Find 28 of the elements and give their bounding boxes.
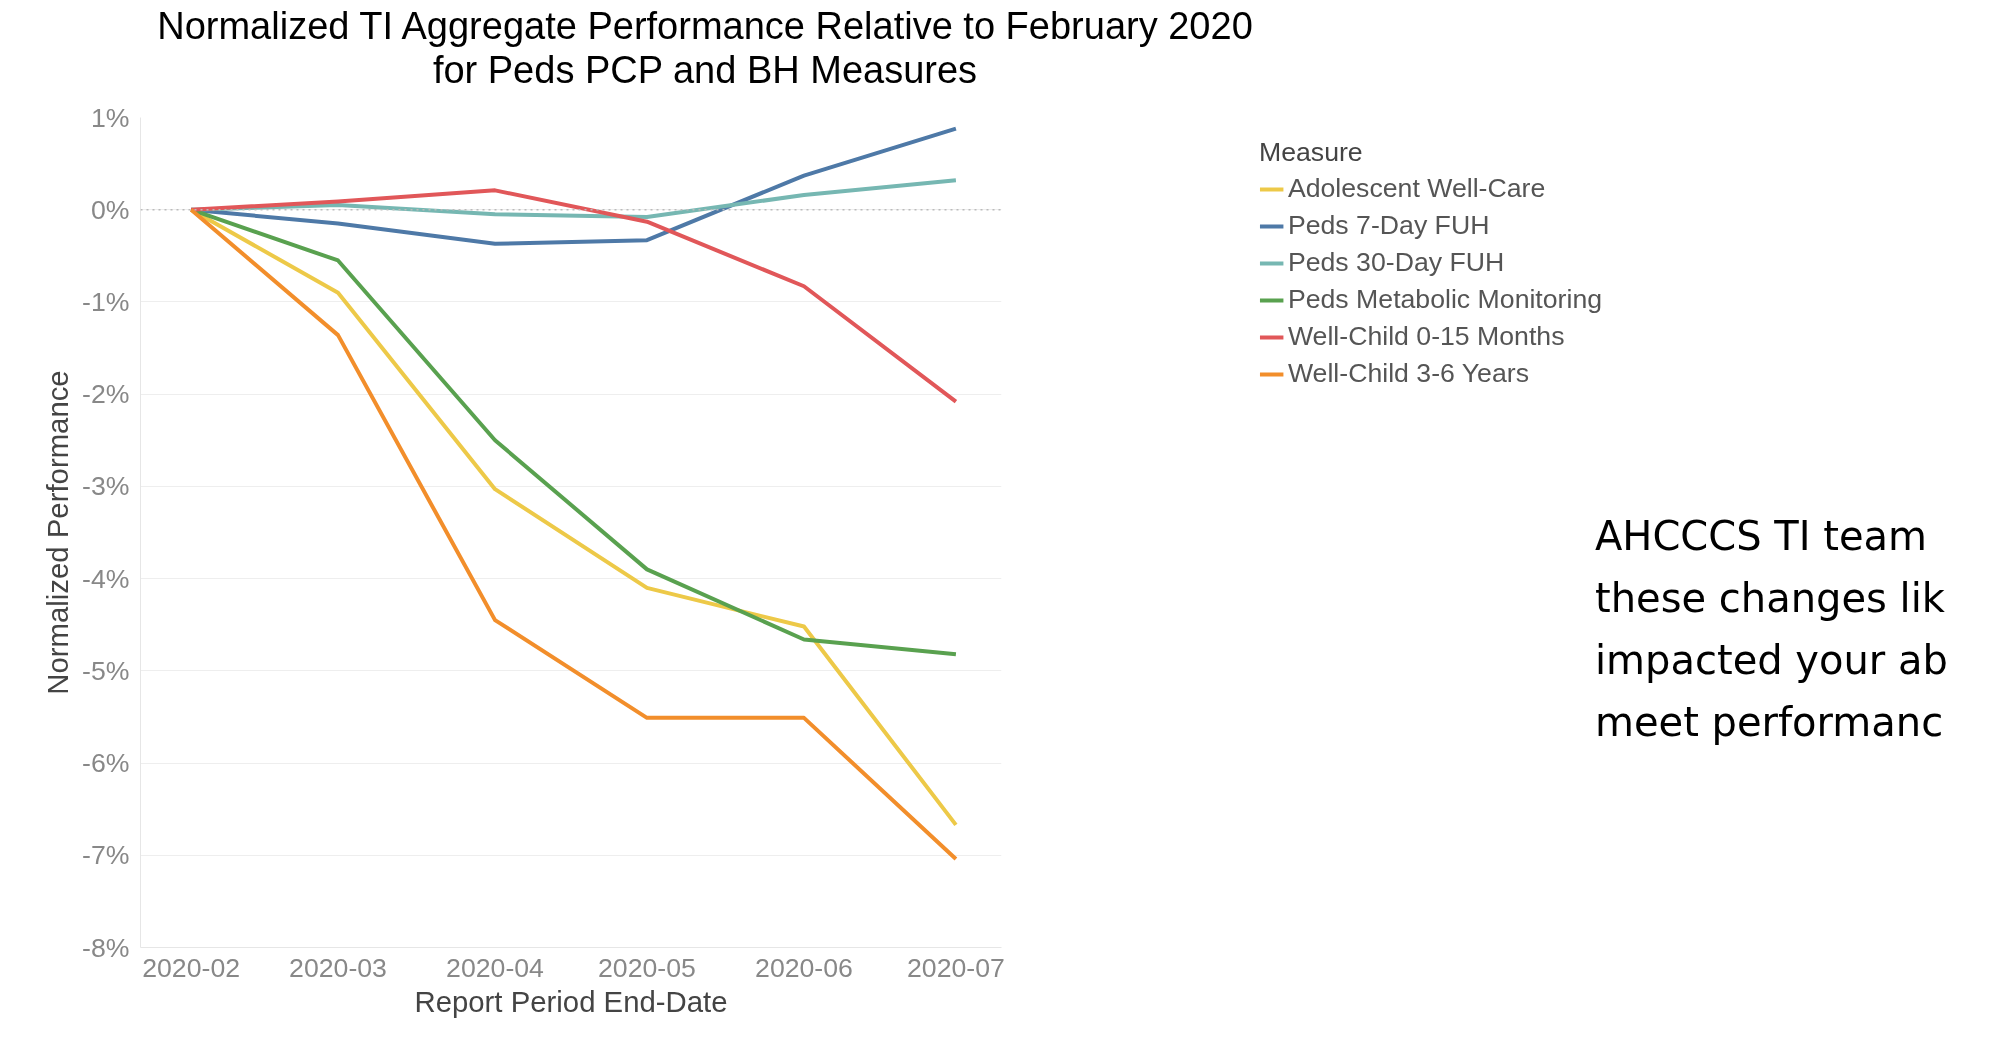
y-tick-label: -6% — [82, 748, 130, 779]
y-tick-label: 0% — [90, 195, 130, 226]
y-tick-label: 1% — [90, 102, 130, 133]
x-tick-label: 2020-04 — [446, 952, 545, 983]
line-series — [189, 188, 958, 404]
legend-label: Adolescent Well-Care — [1287, 173, 1546, 205]
y-tick-label: -1% — [82, 287, 130, 318]
y-tick-label: -5% — [82, 656, 130, 687]
chart-title: Normalized TI Aggregate Performance Relative to February 2020 for Peds PCP and BH Measures — [157, 5, 1253, 93]
legend-label: Well-Child 3-6 Years — [1287, 358, 1529, 390]
legend-title: Measure — [1258, 137, 1364, 169]
y-axis-title: Normalized Performance — [41, 370, 75, 696]
text: AHCCCS TI team these changes lik impacted your ab meet performanc — [1595, 512, 1948, 747]
y-tick-label: -2% — [82, 379, 130, 410]
y-tick-label: -3% — [82, 471, 130, 502]
x-tick-label: 2020-07 — [907, 952, 1005, 983]
x-tick-label: 2020-05 — [598, 952, 696, 983]
y-tick-label: -8% — [82, 932, 130, 963]
x-tick-label: 2020-02 — [142, 952, 241, 983]
x-tick-label: 2020-03 — [289, 952, 387, 983]
legend-label: Peds Metabolic Monitoring — [1287, 284, 1603, 316]
x-axis-title: Report Period End-Date — [414, 984, 728, 1018]
legend-label: Peds 7-Day FUH — [1287, 210, 1490, 242]
y-tick-label: -7% — [82, 840, 130, 871]
x-tick-label: 2020-06 — [755, 952, 853, 983]
y-tick-label: -4% — [82, 563, 130, 594]
legend-label: Well-Child 0-15 Months — [1287, 321, 1565, 353]
legend-label: Peds 30-Day FUH — [1287, 247, 1505, 279]
